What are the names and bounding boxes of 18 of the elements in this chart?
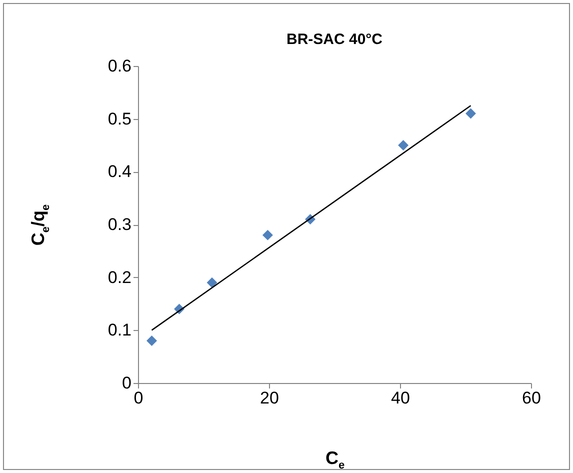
point bbox=[465, 108, 476, 119]
chart-title: BR-SAC 40°C bbox=[286, 31, 383, 48]
y-tick-label: 0.4 bbox=[108, 162, 132, 182]
y-tick-label: 0.3 bbox=[108, 215, 132, 234]
y-tick-label: 0.5 bbox=[108, 109, 132, 128]
x-axis-title: C$_{e}$ bbox=[325, 448, 345, 472]
x-tick-label: 0 bbox=[134, 388, 144, 408]
y-tick-label: 0.1 bbox=[108, 320, 132, 340]
point bbox=[262, 230, 273, 240]
y-tick-label: 0 bbox=[122, 374, 132, 392]
point bbox=[146, 335, 157, 346]
point bbox=[398, 140, 409, 150]
y-tick-label: 0.2 bbox=[108, 268, 132, 287]
y-tick-label: 0.6 bbox=[108, 56, 132, 76]
x-tick-label: 40 bbox=[391, 388, 410, 408]
x-tick-label: 20 bbox=[260, 388, 279, 408]
x-tick-label: 60 bbox=[522, 388, 541, 408]
point bbox=[206, 277, 218, 288]
